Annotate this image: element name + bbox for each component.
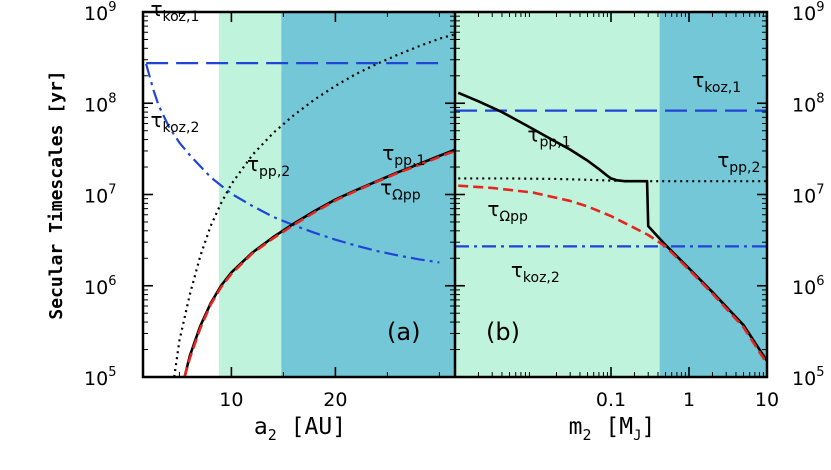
y-tick-label-left: 107 — [84, 183, 116, 208]
y-tick-label-left: 106 — [84, 274, 116, 299]
x-axis-title-a-sub: 2 — [268, 426, 277, 444]
annotation-subscript: Ωpp — [392, 188, 421, 204]
x-axis-title-a-unit: [AU] — [291, 414, 346, 440]
y-tick-label-right: 105 — [792, 365, 824, 390]
y-tick-exponent: 7 — [816, 183, 824, 198]
annotation-symbol: τ — [150, 108, 162, 132]
y-tick-exponent: 9 — [816, 0, 824, 15]
y-tick-label-right: 108 — [792, 91, 824, 116]
panel-label-a: (a) — [387, 318, 420, 346]
x-axis-title-a: a2 [AU] — [254, 414, 346, 444]
series-line-a-pp-2 — [173, 33, 455, 377]
y-tick-exponent: 9 — [108, 0, 116, 15]
annotation-subscript: koz,2 — [523, 270, 560, 286]
x-tick-label-b: 0.1 — [596, 389, 626, 411]
series-line-a-pp — [183, 149, 455, 377]
annotation-symbol: τ — [511, 258, 523, 282]
y-tick-label-right: 107 — [792, 183, 824, 208]
annotation-subscript: koz,2 — [162, 120, 199, 136]
y-tick-exponent: 6 — [108, 274, 116, 289]
panel-label-b: (b) — [486, 318, 520, 346]
y-tick-base: 10 — [84, 368, 108, 390]
annotation-b-koz-2: τkoz,2 — [511, 258, 560, 286]
annotation-subscript: koz,1 — [704, 80, 741, 96]
x-tick-label-b: 1 — [683, 389, 695, 411]
y-axis-title: Secular Timescales [yr] — [46, 70, 67, 319]
y-tick-base: 10 — [792, 94, 816, 116]
annotation-b-pp-1: τpp,1 — [527, 123, 570, 151]
annotation-symbol: τ — [487, 197, 499, 221]
annotation-symbol: τ — [717, 148, 729, 172]
y-tick-base: 10 — [792, 186, 816, 208]
x-axis-title-b-var: m — [569, 414, 583, 440]
y-tick-label-left: 109 — [84, 0, 116, 25]
x-axis-title-b: m2 [MJ] — [569, 414, 656, 444]
x-axis-title-b-sub: 2 — [582, 426, 591, 444]
y-tick-base: 10 — [84, 3, 108, 25]
series-line-b-pp — [458, 184, 767, 365]
annotation-a--pp: τΩpp — [380, 176, 421, 204]
y-tick-label-right: 109 — [792, 0, 824, 25]
annotation-symbol: τ — [150, 0, 162, 21]
annotation-symbol: τ — [247, 152, 259, 176]
y-tick-exponent: 5 — [108, 365, 116, 380]
annotation-a-pp-2: τpp,2 — [247, 152, 290, 180]
annotation-subscript: Ωpp — [499, 209, 528, 225]
y-tick-exponent: 6 — [816, 274, 824, 289]
annotation-symbol: τ — [527, 123, 539, 147]
shaded-region-a-1 — [218, 12, 282, 377]
annotation-subscript: pp,1 — [394, 153, 425, 169]
series-line-a-koz-2 — [145, 63, 440, 264]
series-line-b-pp-2 — [458, 177, 767, 183]
y-tick-base: 10 — [84, 277, 108, 299]
y-tick-base: 10 — [792, 3, 816, 25]
annotation-symbol: τ — [382, 141, 394, 165]
y-tick-exponent: 7 — [108, 183, 116, 198]
y-tick-exponent: 5 — [816, 365, 824, 380]
x-tick-label-a: 10 — [219, 389, 243, 411]
y-tick-exponent: 8 — [816, 91, 824, 106]
x-axis-title-b-unit: [M — [605, 414, 633, 440]
annotation-b-pp-2: τpp,2 — [717, 148, 760, 176]
annotation-symbol: τ — [380, 176, 392, 200]
x-axis-title-a-var: a — [254, 414, 268, 440]
y-tick-label-left: 108 — [84, 91, 116, 116]
y-tick-label-left: 105 — [84, 365, 116, 390]
y-tick-base: 10 — [792, 277, 816, 299]
annotation-subscript: pp,1 — [540, 135, 571, 151]
x-axis-title-b-unit-sub: J — [633, 428, 641, 444]
annotation-b--pp: τΩpp — [487, 197, 528, 225]
x-tick-label-b: 10 — [755, 389, 779, 411]
y-tick-exponent: 8 — [108, 91, 116, 106]
annotation-a-pp-1: τpp,1 — [382, 141, 425, 169]
x-axis-title-b-unit-end: ] — [642, 414, 656, 440]
annotation-b-koz-1: τkoz,1 — [692, 68, 741, 96]
x-tick-label-a: 20 — [323, 389, 347, 411]
shaded-region-b-1 — [455, 12, 660, 377]
annotation-subscript: pp,2 — [729, 160, 760, 176]
annotation-a-koz-2: τkoz,2 — [150, 108, 199, 136]
annotation-subscript: pp,2 — [259, 164, 290, 180]
y-tick-label-right: 106 — [792, 274, 824, 299]
shaded-region-b-2 — [659, 12, 767, 377]
shaded-region-a-2 — [281, 12, 455, 377]
annotation-symbol: τ — [692, 68, 704, 92]
y-tick-base: 10 — [792, 368, 816, 390]
y-tick-base: 10 — [84, 186, 108, 208]
y-tick-base: 10 — [84, 94, 108, 116]
